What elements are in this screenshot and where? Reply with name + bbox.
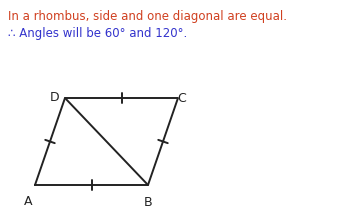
Text: In a rhombus, side and one diagonal are equal.: In a rhombus, side and one diagonal are … bbox=[8, 10, 287, 23]
Text: B: B bbox=[144, 196, 152, 209]
Text: A: A bbox=[24, 195, 32, 208]
Text: C: C bbox=[177, 92, 186, 105]
Text: ∴ Angles will be 60° and 120°.: ∴ Angles will be 60° and 120°. bbox=[8, 27, 187, 40]
Text: D: D bbox=[50, 91, 60, 104]
